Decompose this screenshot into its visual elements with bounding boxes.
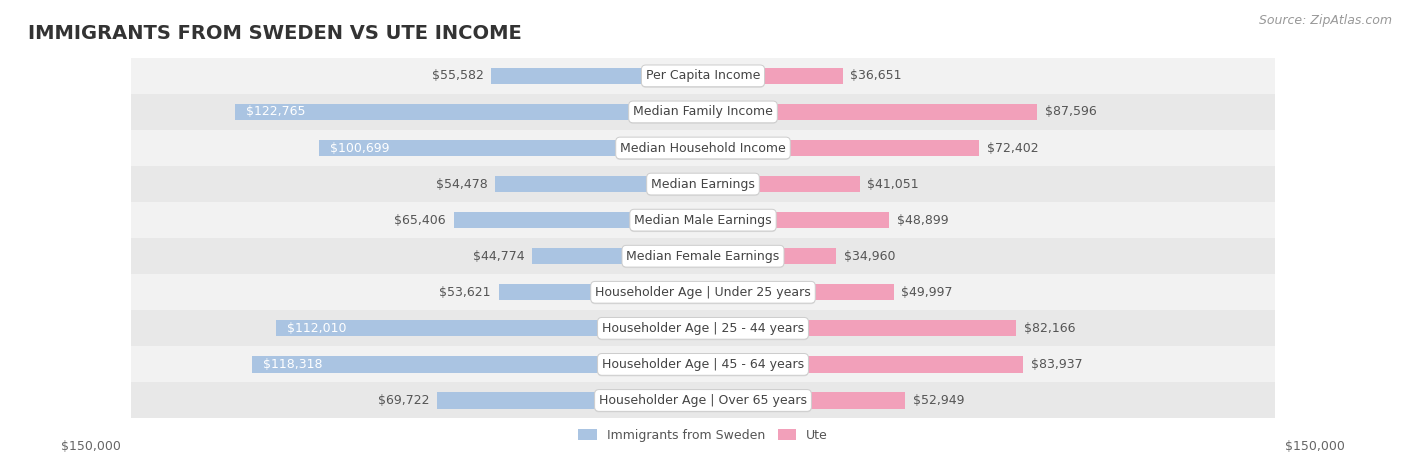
Text: $53,621: $53,621 bbox=[440, 286, 491, 299]
Bar bbox=[131, 310, 1275, 347]
Text: $54,478: $54,478 bbox=[436, 177, 488, 191]
Text: Median Female Earnings: Median Female Earnings bbox=[627, 250, 779, 263]
Text: $41,051: $41,051 bbox=[868, 177, 918, 191]
Text: $83,937: $83,937 bbox=[1031, 358, 1083, 371]
Bar bbox=[703, 248, 837, 264]
Text: $65,406: $65,406 bbox=[394, 213, 446, 226]
Bar bbox=[131, 58, 1275, 94]
Bar bbox=[235, 104, 703, 120]
Text: Householder Age | Under 25 years: Householder Age | Under 25 years bbox=[595, 287, 811, 300]
Bar bbox=[131, 166, 1275, 202]
Bar bbox=[131, 94, 1275, 130]
Text: Householder Age | 25 - 44 years: Householder Age | 25 - 44 years bbox=[602, 322, 804, 335]
Bar bbox=[703, 212, 890, 228]
Bar bbox=[533, 248, 703, 264]
Legend: Immigrants from Sweden, Ute: Immigrants from Sweden, Ute bbox=[574, 424, 832, 447]
Bar bbox=[131, 347, 1275, 382]
Bar bbox=[703, 284, 894, 300]
Text: Per Capita Income: Per Capita Income bbox=[645, 70, 761, 82]
Bar bbox=[131, 130, 1275, 166]
Text: Householder Age | 45 - 64 years: Householder Age | 45 - 64 years bbox=[602, 358, 804, 371]
Text: $118,318: $118,318 bbox=[263, 358, 323, 371]
Text: Median Family Income: Median Family Income bbox=[633, 106, 773, 119]
Bar bbox=[495, 176, 703, 192]
Text: $49,997: $49,997 bbox=[901, 286, 953, 299]
Bar bbox=[437, 392, 703, 409]
Text: Median Male Earnings: Median Male Earnings bbox=[634, 213, 772, 226]
Text: Median Male Earnings: Median Male Earnings bbox=[634, 215, 772, 228]
Bar bbox=[131, 202, 1275, 238]
Bar bbox=[131, 382, 1275, 418]
Text: $150,000: $150,000 bbox=[62, 440, 121, 453]
Bar bbox=[703, 320, 1017, 336]
Bar bbox=[131, 274, 1275, 310]
Text: Median Female Earnings: Median Female Earnings bbox=[627, 251, 779, 264]
Bar bbox=[499, 284, 703, 300]
Bar bbox=[703, 104, 1038, 120]
Bar bbox=[252, 356, 703, 373]
Text: $72,402: $72,402 bbox=[987, 142, 1038, 155]
Text: $87,596: $87,596 bbox=[1045, 106, 1097, 119]
Text: Source: ZipAtlas.com: Source: ZipAtlas.com bbox=[1258, 14, 1392, 27]
Text: Householder Age | Under 25 years: Householder Age | Under 25 years bbox=[595, 286, 811, 299]
Text: $69,722: $69,722 bbox=[378, 394, 429, 407]
Text: Householder Age | 45 - 64 years: Householder Age | 45 - 64 years bbox=[602, 359, 804, 372]
Bar bbox=[703, 140, 979, 156]
Bar bbox=[491, 68, 703, 84]
Text: $44,774: $44,774 bbox=[472, 250, 524, 263]
Bar bbox=[131, 238, 1275, 274]
Text: $34,960: $34,960 bbox=[844, 250, 896, 263]
Text: $82,166: $82,166 bbox=[1024, 322, 1076, 335]
Text: $122,765: $122,765 bbox=[246, 106, 307, 119]
Bar bbox=[454, 212, 703, 228]
Text: Householder Age | Over 65 years: Householder Age | Over 65 years bbox=[599, 394, 807, 407]
Text: $48,899: $48,899 bbox=[897, 213, 949, 226]
Text: $100,699: $100,699 bbox=[330, 142, 389, 155]
Text: Median Family Income: Median Family Income bbox=[633, 106, 773, 120]
Text: $36,651: $36,651 bbox=[851, 70, 901, 82]
Text: Median Earnings: Median Earnings bbox=[651, 177, 755, 191]
Bar bbox=[703, 176, 859, 192]
Text: $112,010: $112,010 bbox=[287, 322, 347, 335]
Text: $55,582: $55,582 bbox=[432, 70, 484, 82]
Text: $52,949: $52,949 bbox=[912, 394, 965, 407]
Text: IMMIGRANTS FROM SWEDEN VS UTE INCOME: IMMIGRANTS FROM SWEDEN VS UTE INCOME bbox=[28, 24, 522, 43]
Bar bbox=[276, 320, 703, 336]
Bar bbox=[319, 140, 703, 156]
Text: Per Capita Income: Per Capita Income bbox=[645, 71, 761, 84]
Text: Median Household Income: Median Household Income bbox=[620, 142, 786, 155]
Text: Median Household Income: Median Household Income bbox=[620, 142, 786, 156]
Text: $150,000: $150,000 bbox=[1285, 440, 1344, 453]
Bar bbox=[703, 68, 842, 84]
Bar bbox=[703, 392, 905, 409]
Text: Householder Age | Over 65 years: Householder Age | Over 65 years bbox=[599, 395, 807, 408]
Bar bbox=[703, 356, 1024, 373]
Text: Median Earnings: Median Earnings bbox=[651, 179, 755, 191]
Text: Householder Age | 25 - 44 years: Householder Age | 25 - 44 years bbox=[602, 323, 804, 336]
